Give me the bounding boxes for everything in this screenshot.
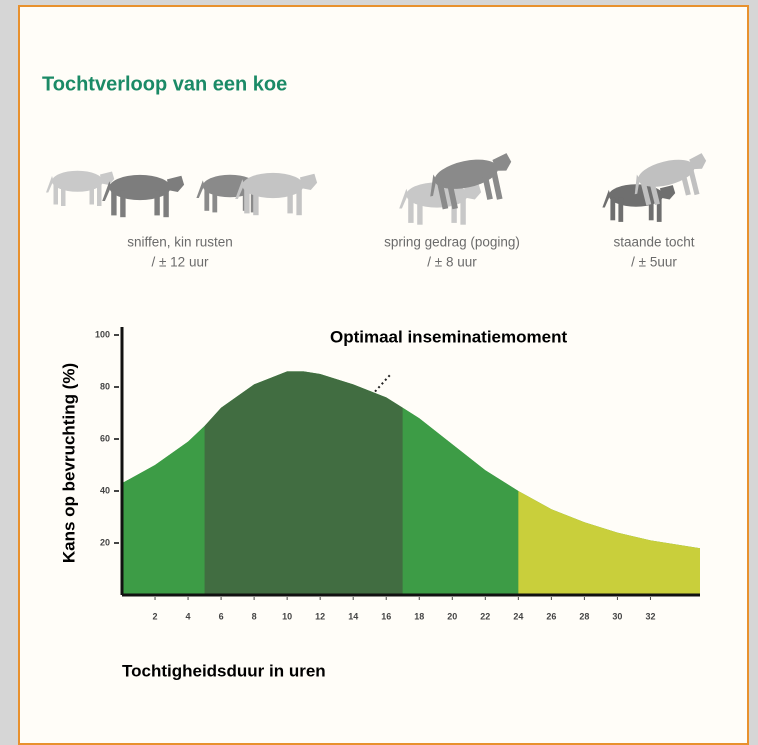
x-tick-label: 8 <box>252 611 257 621</box>
y-axis-label: Kans op bevruchting (%) <box>59 363 78 563</box>
x-tick-label: 4 <box>186 611 191 621</box>
y-tick-label: 100 <box>95 329 110 339</box>
x-tick-label: 10 <box>282 611 292 621</box>
x-axis-label: Tochtigheidsduur in uren <box>122 661 326 680</box>
x-tick-label: 18 <box>414 611 424 621</box>
x-tick-label: 16 <box>381 611 391 621</box>
caption: spring gedrag (poging) <box>384 235 520 250</box>
chart: Tochtverloop van een koe sniffen, kin ru… <box>0 0 758 740</box>
bands <box>122 325 700 595</box>
x-tick-label: 12 <box>315 611 325 621</box>
x-tick-label: 28 <box>579 611 589 621</box>
x-tick-label: 32 <box>645 611 655 621</box>
x-tick-label: 6 <box>219 611 224 621</box>
caption: sniffen, kin rusten <box>127 235 233 250</box>
title: Tochtverloop van een koe <box>42 73 287 95</box>
band <box>122 325 205 595</box>
x-tick-label: 14 <box>348 611 358 621</box>
band <box>518 325 700 595</box>
x-tick-label: 22 <box>480 611 490 621</box>
x-tick-label: 20 <box>447 611 457 621</box>
y-tick-label: 20 <box>100 537 110 547</box>
x-tick-label: 26 <box>546 611 556 621</box>
caption-duration: / ± 5uur <box>631 255 677 270</box>
y-tick-label: 80 <box>100 381 110 391</box>
x-tick-label: 30 <box>612 611 622 621</box>
annotation: Optimaal inseminatiemoment <box>330 327 567 346</box>
x-tick-label: 2 <box>153 611 158 621</box>
y-tick-label: 40 <box>100 485 110 495</box>
caption-duration: / ± 12 uur <box>152 255 209 270</box>
band <box>205 325 403 595</box>
band <box>403 325 519 595</box>
y-tick-label: 60 <box>100 433 110 443</box>
caption-duration: / ± 8 uur <box>427 255 477 270</box>
cow-illustrations <box>46 152 714 225</box>
caption: staande tocht <box>613 235 694 250</box>
page: Tochtverloop van een koe sniffen, kin ru… <box>0 0 758 740</box>
x-tick-label: 24 <box>513 611 523 621</box>
